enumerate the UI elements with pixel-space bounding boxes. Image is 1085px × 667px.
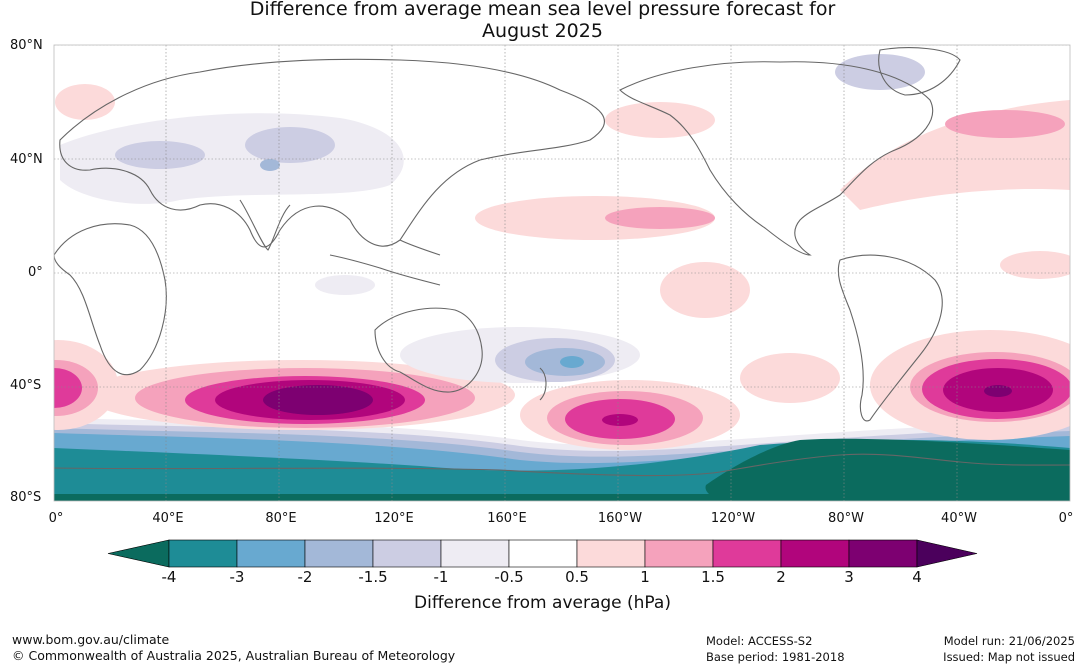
anomaly-high-atlantic-w-1.5	[54, 368, 82, 408]
colorbar-bin	[712, 539, 782, 568]
colorbar-bin	[236, 539, 306, 568]
colorbar-bin	[168, 539, 238, 568]
coastlines	[54, 47, 1070, 477]
colorbar-tick-label: -1.5	[358, 568, 388, 586]
colorbar-bin	[644, 539, 714, 568]
anomaly-low-asia-1.5	[260, 159, 280, 171]
footer-model: Model: ACCESS-S2 Base period: 1981-2018	[706, 633, 845, 665]
graticule	[54, 45, 1070, 501]
colorbar-bin	[780, 539, 850, 568]
colorbar-tick-label: -0.5	[494, 568, 524, 586]
colorbar-extend-low	[107, 539, 170, 568]
lat-label-40s: 40°S	[10, 378, 42, 393]
anomaly-patch-5	[740, 353, 840, 403]
anomaly-patch-1	[55, 84, 115, 120]
lon-label-80e: 80°E	[265, 511, 297, 526]
anomaly-high-gulf-0.5	[605, 102, 715, 138]
footer-run: Model run: 21/06/2025 Issued: Map not is…	[943, 633, 1075, 665]
anomaly-patch-4	[315, 275, 375, 295]
anomaly-field	[54, 45, 1070, 501]
colorbar-bin	[848, 539, 918, 568]
colorbar-tick-label: 4	[912, 568, 922, 586]
colorbar-extend-high	[916, 539, 978, 568]
anomaly-low-asia-1b	[245, 127, 335, 163]
lat-label-0: 0°	[28, 265, 43, 280]
footer-left: www.bom.gov.au/climate © Commonwealth of…	[12, 632, 455, 664]
colorbar-bin	[508, 539, 578, 568]
colorbar-tick-label: 1	[640, 568, 650, 586]
colorbar-bin	[576, 539, 646, 568]
footer-copyright: © Commonwealth of Australia 2025, Austra…	[12, 648, 456, 663]
lat-label-40n: 40°N	[10, 152, 43, 167]
anomaly-high-natlantic-1	[945, 110, 1065, 138]
anomaly-high-npacific-1	[605, 207, 715, 229]
colorbar	[107, 539, 978, 568]
lon-label-0-left: 0°	[48, 511, 64, 526]
colorbar-bin	[304, 539, 374, 568]
anomaly-band-neg-4	[705, 438, 1070, 501]
colorbar-tick-label: 2	[776, 568, 786, 586]
colorbar-tick-label: 0.5	[565, 568, 589, 586]
lon-label-80w: 80°W	[828, 511, 864, 526]
colorbar-bin	[440, 539, 510, 568]
colorbar-title: Difference from average (hPa)	[414, 593, 671, 613]
anomaly-high-epacific-0.5	[660, 262, 750, 318]
anomaly-low-tasman-2	[560, 356, 584, 368]
anomaly-high-indian-3	[263, 385, 373, 415]
lon-label-40w: 40°W	[941, 511, 977, 526]
anomaly-band-neg-4b	[54, 494, 1070, 501]
title-line-2: August 2025	[482, 20, 603, 42]
lon-label-0-right: 0°	[1058, 511, 1074, 526]
colorbar-tick-label: -2	[297, 568, 313, 586]
lon-label-160e: 160°E	[487, 511, 527, 526]
map-title: Difference from average mean sea level p…	[0, 0, 1085, 42]
colorbar-tick-label: 3	[844, 568, 854, 586]
anomaly-low-asia-1	[115, 141, 205, 169]
colorbar-tick-label: -4	[161, 568, 177, 586]
anomaly-high-pacific-2	[602, 414, 638, 426]
colorbar-tick-label: -1	[433, 568, 449, 586]
lon-label-120w: 120°W	[710, 511, 756, 526]
title-line-1: Difference from average mean sea level p…	[249, 0, 836, 20]
footer-issued: Issued: Map not issued	[943, 650, 1075, 664]
colorbar-tick-label: 1.5	[701, 568, 725, 586]
map-frame	[53, 44, 1071, 502]
anomaly-high-npacific-0.5	[475, 196, 715, 240]
lat-label-80s: 80°S	[10, 490, 42, 505]
anomaly-patch-3	[1000, 251, 1070, 279]
lon-label-160w: 160°W	[597, 511, 643, 526]
colorbar-bin	[372, 539, 442, 568]
footer-model-name: Model: ACCESS-S2	[706, 634, 813, 648]
footer-site: www.bom.gov.au/climate	[12, 632, 170, 647]
lat-label-80n: 80°N	[10, 38, 43, 53]
footer-model-run: Model run: 21/06/2025	[943, 634, 1075, 648]
anomaly-high-atlantic-e-3	[984, 385, 1012, 397]
footer-base-period: Base period: 1981-2018	[706, 650, 845, 664]
colorbar-tick-label: -3	[229, 568, 245, 586]
lon-label-40e: 40°E	[152, 511, 184, 526]
lon-label-120e: 120°E	[374, 511, 414, 526]
